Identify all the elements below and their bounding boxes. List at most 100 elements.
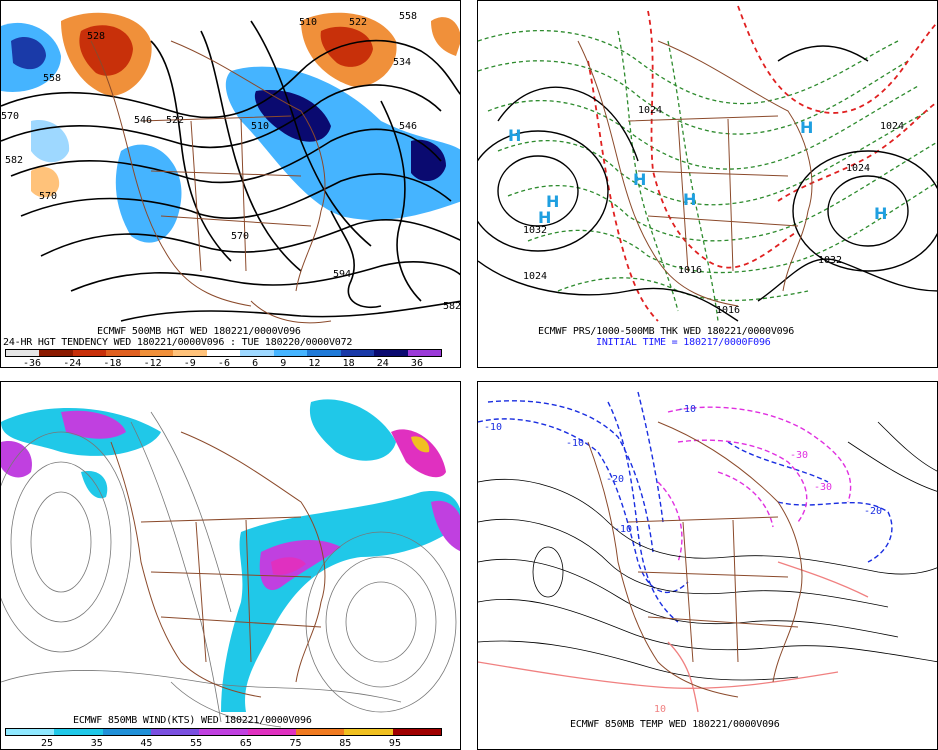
panel-850mb-temperature: -10 -10 -20 -10 -30 -30 -20 10 -10 ECMWF… [477,381,938,750]
contour-label: 582 [5,155,23,166]
wind-speed-colorbar-ticks: 25 35 45 55 65 75 85 95 [41,738,401,749]
tendency-colorbar [5,349,442,357]
high-pressure-symbols: H H H H H H H [508,118,887,227]
colorbar-tick: -24 [63,358,82,368]
colorbar-swatch [199,729,248,735]
high-pressure-icon: H [874,204,887,223]
wind-speed-area-north [309,399,396,461]
coastlines [587,421,803,698]
colorbar-tick: 65 [239,738,252,749]
very-cold-isotherms [657,406,852,563]
colorbar-tick: -36 [23,358,42,368]
wind-speed-core-atlantic [431,500,460,552]
colorbar-swatch [6,350,40,356]
colorbar-tick: -18 [103,358,122,368]
wind-streamlines [1,411,457,728]
height-rise-rockies [115,144,182,243]
isobar-label: 1024 [846,163,870,174]
high-pressure-icon: H [546,192,559,211]
height-fall-core [79,25,133,76]
isotherm-labels: -10 -10 -20 -10 -30 -30 -20 10 -10 [484,404,882,715]
isotherm-label: 10 [654,704,666,715]
colorbar-swatch [240,350,274,356]
wind-speed-max [411,436,430,453]
warm-isotherms [478,561,869,713]
high-pressure-icon: H [683,190,696,209]
colorbar-swatch [102,729,151,735]
colorbar-tick: 12 [308,358,321,368]
contour-label: 546 [399,121,417,132]
colorbar-tick: -12 [143,358,162,368]
isotherm-label: -20 [606,474,624,485]
colorbar-tick: 24 [376,358,389,368]
isotherm-label: -30 [814,482,832,493]
high-pressure-icon: H [800,118,813,137]
height-rise-atlantic-core [411,139,446,182]
contour-label: 510 [299,17,317,28]
colorbar-swatch [39,350,73,356]
colorbar-swatch [150,729,200,735]
high-pressure-icon: H [633,170,646,189]
colorbar-swatch [374,350,408,356]
contour-label: 570 [231,231,249,242]
coastlines [90,40,332,324]
coastlines [110,431,326,698]
isotherm-label: -30 [790,450,808,461]
colorbar-tick: 6 [252,358,259,368]
contour-label: 582 [443,301,461,312]
height-fall-core-east [320,26,373,67]
isobars [478,45,937,322]
colorbar-swatch [273,350,308,356]
colorbar-swatch [344,729,393,735]
panel-pressure-thickness: H H H H H H H 1032 1024 1024 1032 1024 1… [477,0,938,368]
map-pressure-thickness: H H H H H H H 1032 1024 1024 1032 1024 1… [478,5,937,322]
colorbar-tick: 9 [280,358,287,368]
wind-speed-area [81,471,108,499]
colorbar-swatch [247,729,296,735]
contour-label: 546 [134,115,152,126]
map-850mb-temperature: -10 -10 -20 -10 -30 -30 -20 10 -10 [478,391,937,715]
contour-label: 570 [1,111,19,122]
contour-label: 558 [43,73,61,84]
isobar-label: 1016 [716,305,740,316]
colorbar-swatch [139,350,174,356]
wind-speed-jet-max [271,557,306,575]
isobar-label: 1024 [638,105,662,116]
map-850mb-wind [1,399,460,728]
high-pressure-icon: H [508,126,521,145]
contour-label: 558 [399,11,417,22]
panel-850mb-wind: ECMWF 850MB WIND(KTS) WED 180221/0000V09… [0,381,461,750]
isotherm-label: -10 [614,524,632,535]
initial-time-caption: INITIAL TIME = 180217/0000F096 [596,337,771,348]
wind-speed-core-north [391,429,446,478]
isobar-label: 1032 [818,255,842,266]
colorbar-tick: 18 [342,358,355,368]
colorbar-swatch [307,350,341,356]
isotherms [478,421,937,681]
height-rise-pacific [31,120,70,163]
height-fall-small [31,166,60,198]
caption: ECMWF 850MB WIND(KTS) WED 180221/0000V09… [73,715,312,726]
panel-500mb-height: 558 528 510 522 534 558 570 582 546 522 … [0,0,461,368]
map-500mb-height: 558 528 510 522 534 558 570 582 546 522 … [1,11,461,324]
wind-speed-core-west [1,441,32,478]
colorbar-swatch [295,729,345,735]
colorbar-tick: 36 [410,358,423,368]
colorbar-swatch [173,350,207,356]
isobar-label: 1024 [880,121,904,132]
wind-speed-jet [221,491,460,712]
caption-line-1: ECMWF 500MB HGT WED 180221/0000V096 [97,326,301,337]
thickness-lines [478,29,937,322]
colorbar-tick: 85 [339,738,352,749]
colorbar-swatch [392,729,441,735]
colorbar-tick: -6 [217,358,230,368]
caption-line-1: ECMWF PRS/1000-500MB THK WED 180221/0000… [538,326,795,337]
colorbar-tick: 95 [388,738,401,749]
caption: ECMWF 850MB TEMP WED 180221/0000V096 [570,719,780,730]
thickness-5400-line [587,5,937,322]
colorbar-swatch [106,350,140,356]
colorbar-tick: 45 [140,738,153,749]
isotherm-label: -10 [678,404,696,415]
contour-label: 534 [393,57,411,68]
height-rise-west-core [11,36,46,70]
